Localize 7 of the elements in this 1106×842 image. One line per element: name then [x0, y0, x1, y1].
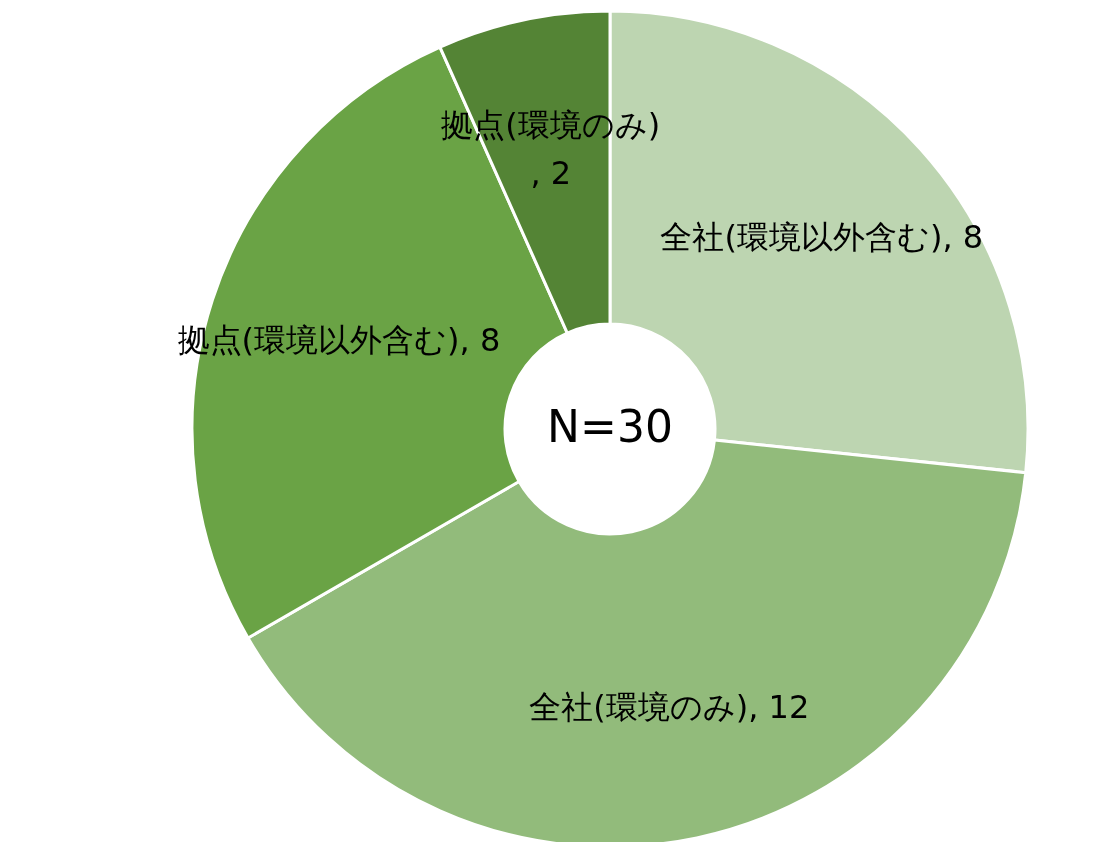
- data-label: , 12: [748, 687, 810, 726]
- data-label: , 8: [942, 218, 984, 257]
- data-label: , 8: [459, 320, 501, 359]
- text: N=30: [547, 401, 673, 452]
- data-label: , 2: [530, 154, 572, 193]
- slice-label: 全社(環境以外含む): [660, 218, 943, 257]
- slice-label: 全社(環境のみ): [529, 687, 749, 726]
